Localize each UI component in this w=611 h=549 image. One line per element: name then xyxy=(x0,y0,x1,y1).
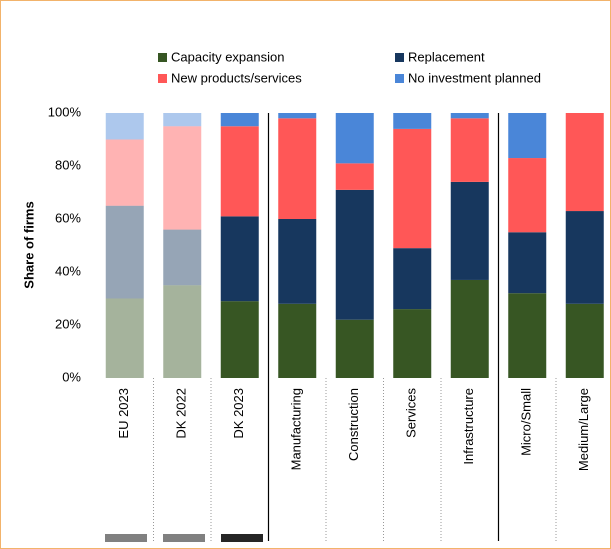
y-tick-label: 60% xyxy=(55,210,81,225)
x-tick-label: DK 2023 xyxy=(231,388,246,439)
period-marker xyxy=(163,534,205,542)
bar-segment xyxy=(163,285,202,378)
bar-segment xyxy=(335,319,374,378)
legend-swatch xyxy=(158,74,167,83)
bar-segment xyxy=(450,113,489,119)
bar-segment xyxy=(335,113,374,164)
legend-label: Replacement xyxy=(408,49,485,64)
bar-segment xyxy=(393,309,432,378)
bar-segment xyxy=(278,113,317,119)
x-tick-label: Manufacturing xyxy=(289,388,304,470)
bar-segment xyxy=(508,113,547,159)
y-tick-label: 20% xyxy=(55,316,81,331)
legend-swatch xyxy=(395,74,404,83)
bar-segment xyxy=(163,229,202,286)
legend-label: New products/services xyxy=(171,70,302,85)
legend-swatch xyxy=(395,53,404,62)
bar-segment xyxy=(450,118,489,182)
bar-segment xyxy=(335,189,374,320)
period-marker xyxy=(105,534,147,542)
bar-segment xyxy=(105,298,144,378)
legend-swatch xyxy=(158,53,167,62)
bar-segment xyxy=(450,181,489,280)
bar-segment xyxy=(508,232,547,294)
bar-segment xyxy=(105,113,144,140)
bar-segment xyxy=(508,158,547,233)
y-tick-label: 0% xyxy=(62,369,81,384)
bar-segment xyxy=(335,163,374,190)
bar-segment xyxy=(220,113,259,127)
x-tick-label: Construction xyxy=(346,388,361,461)
bar-segment xyxy=(105,205,144,299)
x-tick-label: EU 2023 xyxy=(116,388,131,439)
y-tick-label: 40% xyxy=(55,263,81,278)
y-axis-label: Share of firms xyxy=(21,201,36,288)
x-tick-label: Infrastructure xyxy=(461,388,476,465)
bar-segment xyxy=(163,126,202,230)
bar-segment xyxy=(278,303,317,378)
y-tick-label: 100% xyxy=(48,104,82,119)
bar-segment xyxy=(220,126,259,217)
x-tick-label: Micro/Small xyxy=(519,388,534,456)
bar-segment xyxy=(278,118,317,219)
y-tick-label: 80% xyxy=(55,157,81,172)
x-tick-label: Medium/Large xyxy=(576,388,591,471)
bar-segment xyxy=(105,139,144,206)
bar-segment xyxy=(508,293,547,378)
x-tick-label: DK 2022 xyxy=(174,388,189,439)
bar-segment xyxy=(278,219,317,304)
period-marker xyxy=(221,534,263,542)
bar-segment xyxy=(163,113,202,127)
bar-segment xyxy=(565,211,604,304)
legend-label: No investment planned xyxy=(408,70,541,85)
bar-segment xyxy=(393,128,432,249)
bar-segment xyxy=(220,301,259,378)
bar-segment xyxy=(450,279,489,378)
bar-segment xyxy=(565,303,604,378)
bar-segment xyxy=(220,216,259,302)
bar-segment xyxy=(393,248,432,310)
bar-segment xyxy=(393,113,432,129)
bar-segment xyxy=(565,113,604,212)
x-tick-label: Services xyxy=(404,388,419,438)
legend-label: Capacity expansion xyxy=(171,49,284,64)
